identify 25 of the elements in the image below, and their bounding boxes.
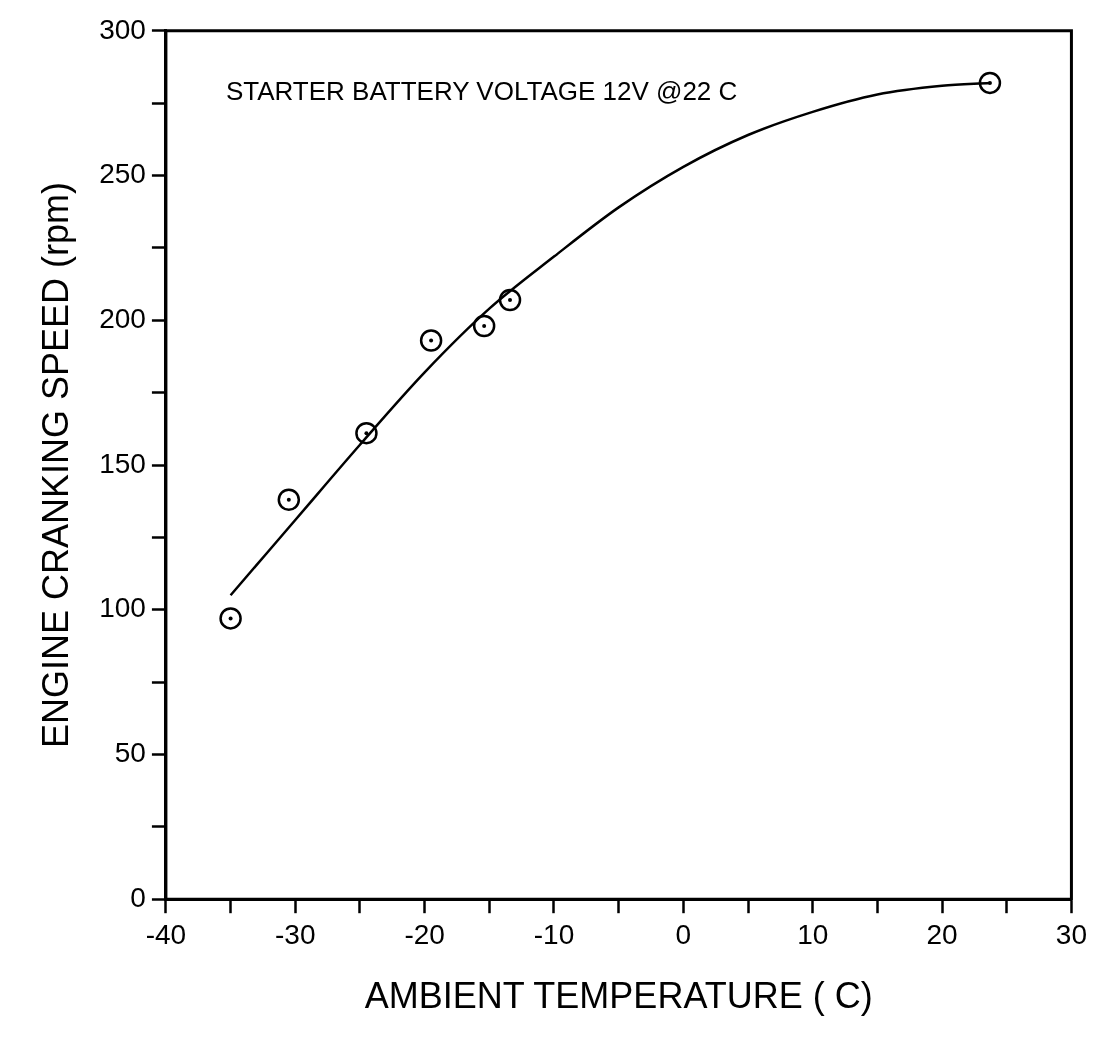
x-tick-label: -10	[533, 918, 575, 950]
annotation: STARTER BATTERY VOLTAGE 12V @22 C	[225, 75, 738, 106]
y-tick-label: 200	[99, 302, 146, 334]
y-axis-title: ENGINE CRANKING SPEED (rpm)	[34, 181, 76, 749]
point	[472, 314, 496, 338]
point	[277, 488, 301, 511]
point	[219, 607, 242, 630]
y-tick-label: 150	[99, 447, 146, 479]
x-tick-label: -40	[145, 918, 187, 950]
point	[355, 421, 378, 445]
y-tick-label: 50	[114, 737, 146, 769]
x-tick-label: 20	[926, 918, 958, 950]
x-tick-label: -20	[404, 918, 445, 950]
point	[419, 329, 443, 352]
y-tick-label: 300	[99, 13, 146, 45]
y-tick-label: 0	[130, 881, 146, 913]
y-tick-label: 100	[99, 592, 146, 624]
x-tick-label: 30	[1055, 918, 1088, 950]
x-tick-label: -30	[275, 918, 316, 950]
point	[978, 71, 1002, 95]
point	[498, 288, 522, 312]
x-axis-title: AMBIENT TEMPERATURE ( C)	[364, 975, 873, 1017]
x-tick-label: 0	[675, 918, 692, 950]
x-tick-label: 10	[797, 918, 829, 950]
y-tick-label: 250	[99, 158, 146, 190]
